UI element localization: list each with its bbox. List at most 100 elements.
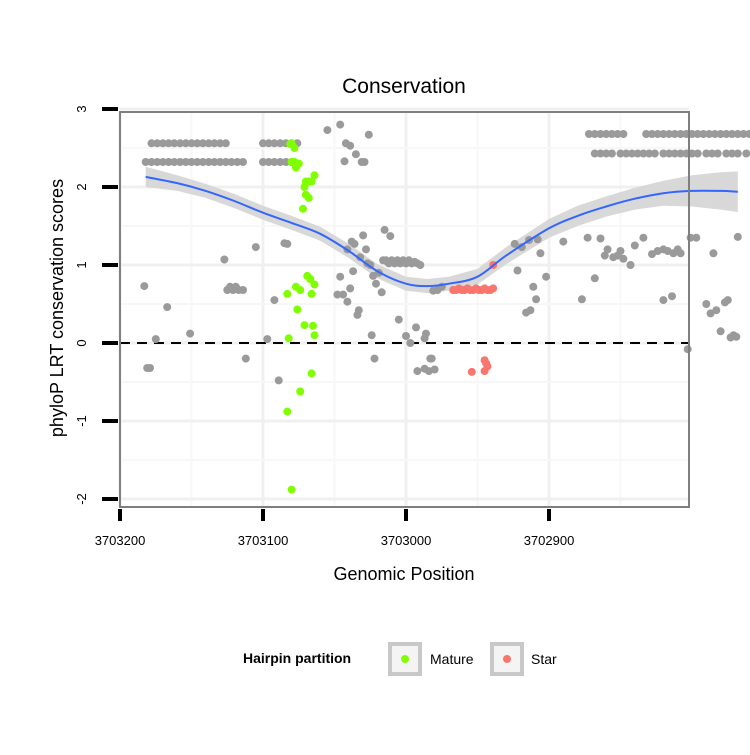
point-other bbox=[377, 288, 386, 297]
point-other bbox=[702, 300, 711, 308]
point-other bbox=[607, 130, 616, 138]
point-mature bbox=[310, 331, 319, 340]
point-other bbox=[239, 158, 247, 166]
point-other bbox=[336, 120, 345, 129]
point-other bbox=[645, 149, 654, 158]
point-other bbox=[274, 376, 283, 385]
point-other bbox=[323, 126, 332, 135]
x-axis-label: Genomic Position bbox=[333, 564, 474, 584]
point-other bbox=[227, 158, 236, 166]
x-tick-label: 3703200 bbox=[95, 533, 146, 548]
point-other bbox=[693, 130, 702, 138]
point-other bbox=[357, 158, 366, 166]
point-other bbox=[221, 158, 230, 166]
point-other bbox=[622, 149, 631, 158]
series-other bbox=[140, 120, 750, 385]
point-other bbox=[198, 139, 207, 148]
point-other bbox=[259, 158, 267, 166]
y-tick-label: 3 bbox=[74, 105, 89, 112]
point-other bbox=[596, 149, 605, 158]
point-other bbox=[710, 130, 719, 138]
point-other bbox=[353, 310, 362, 319]
point-other bbox=[676, 130, 685, 138]
point-mature bbox=[310, 171, 319, 180]
point-other bbox=[733, 232, 742, 241]
point-other bbox=[745, 130, 750, 138]
point-mature bbox=[299, 204, 307, 213]
point-other bbox=[359, 231, 368, 240]
point-other bbox=[739, 130, 748, 138]
point-mature bbox=[307, 369, 316, 378]
legend-label-star: Star bbox=[531, 651, 557, 667]
point-other bbox=[181, 139, 190, 148]
point-other bbox=[596, 234, 605, 243]
point-other bbox=[181, 158, 190, 166]
legend-title: Hairpin partition bbox=[243, 650, 351, 666]
point-mature bbox=[284, 334, 293, 343]
point-other bbox=[336, 272, 345, 281]
point-other bbox=[742, 149, 750, 158]
point-other bbox=[163, 303, 172, 312]
point-mature bbox=[300, 321, 309, 330]
point-other bbox=[732, 332, 741, 341]
point-other bbox=[276, 139, 285, 148]
point-mature bbox=[310, 280, 319, 289]
point-other bbox=[270, 139, 279, 148]
point-other bbox=[263, 335, 272, 344]
y-tick-label: 0 bbox=[74, 339, 89, 346]
confidence-ribbon bbox=[145, 166, 738, 294]
point-star bbox=[480, 356, 489, 365]
point-other bbox=[510, 239, 519, 248]
legend-dot-star bbox=[503, 655, 511, 663]
point-other bbox=[187, 139, 196, 148]
point-other bbox=[259, 139, 267, 148]
point-mature bbox=[283, 289, 292, 298]
point-mature bbox=[291, 163, 300, 172]
point-other bbox=[416, 261, 425, 269]
point-other bbox=[590, 274, 599, 283]
legend: Hairpin partition Mature Star bbox=[243, 642, 557, 676]
point-other bbox=[526, 306, 535, 315]
point-other bbox=[367, 331, 376, 340]
point-other bbox=[716, 130, 725, 138]
point-other bbox=[170, 158, 179, 166]
point-other bbox=[702, 149, 711, 158]
point-other bbox=[613, 130, 622, 138]
point-other bbox=[542, 272, 551, 281]
point-other bbox=[146, 364, 154, 372]
point-other bbox=[140, 282, 149, 291]
chart-title: Conservation bbox=[342, 75, 466, 98]
point-other bbox=[346, 141, 355, 150]
point-other bbox=[709, 249, 718, 258]
point-other bbox=[153, 139, 162, 148]
point-other bbox=[517, 243, 526, 252]
axes: 3703200 3703100 3703000 3702900 -2 -1 0 1 2 3 bbox=[74, 105, 574, 548]
point-other bbox=[648, 130, 656, 138]
point-other bbox=[650, 149, 659, 158]
point-other bbox=[380, 225, 389, 234]
point-other bbox=[693, 149, 702, 158]
point-other bbox=[349, 267, 358, 276]
point-other bbox=[699, 130, 708, 138]
point-other bbox=[394, 315, 403, 324]
point-other bbox=[733, 130, 742, 138]
point-other bbox=[276, 158, 285, 166]
point-mature bbox=[293, 305, 302, 314]
point-mature bbox=[307, 289, 316, 298]
point-other bbox=[210, 139, 219, 148]
series-star bbox=[449, 261, 498, 376]
point-mature bbox=[290, 144, 299, 152]
point-other bbox=[176, 139, 185, 148]
point-other bbox=[386, 232, 395, 241]
point-mature bbox=[296, 387, 305, 396]
point-other bbox=[141, 158, 150, 166]
point-other bbox=[596, 130, 605, 138]
point-other bbox=[241, 354, 250, 363]
point-mature bbox=[306, 275, 315, 283]
point-other bbox=[642, 130, 651, 138]
point-other bbox=[728, 130, 736, 138]
point-other bbox=[577, 295, 586, 304]
point-other bbox=[733, 149, 742, 158]
point-other bbox=[536, 249, 545, 258]
